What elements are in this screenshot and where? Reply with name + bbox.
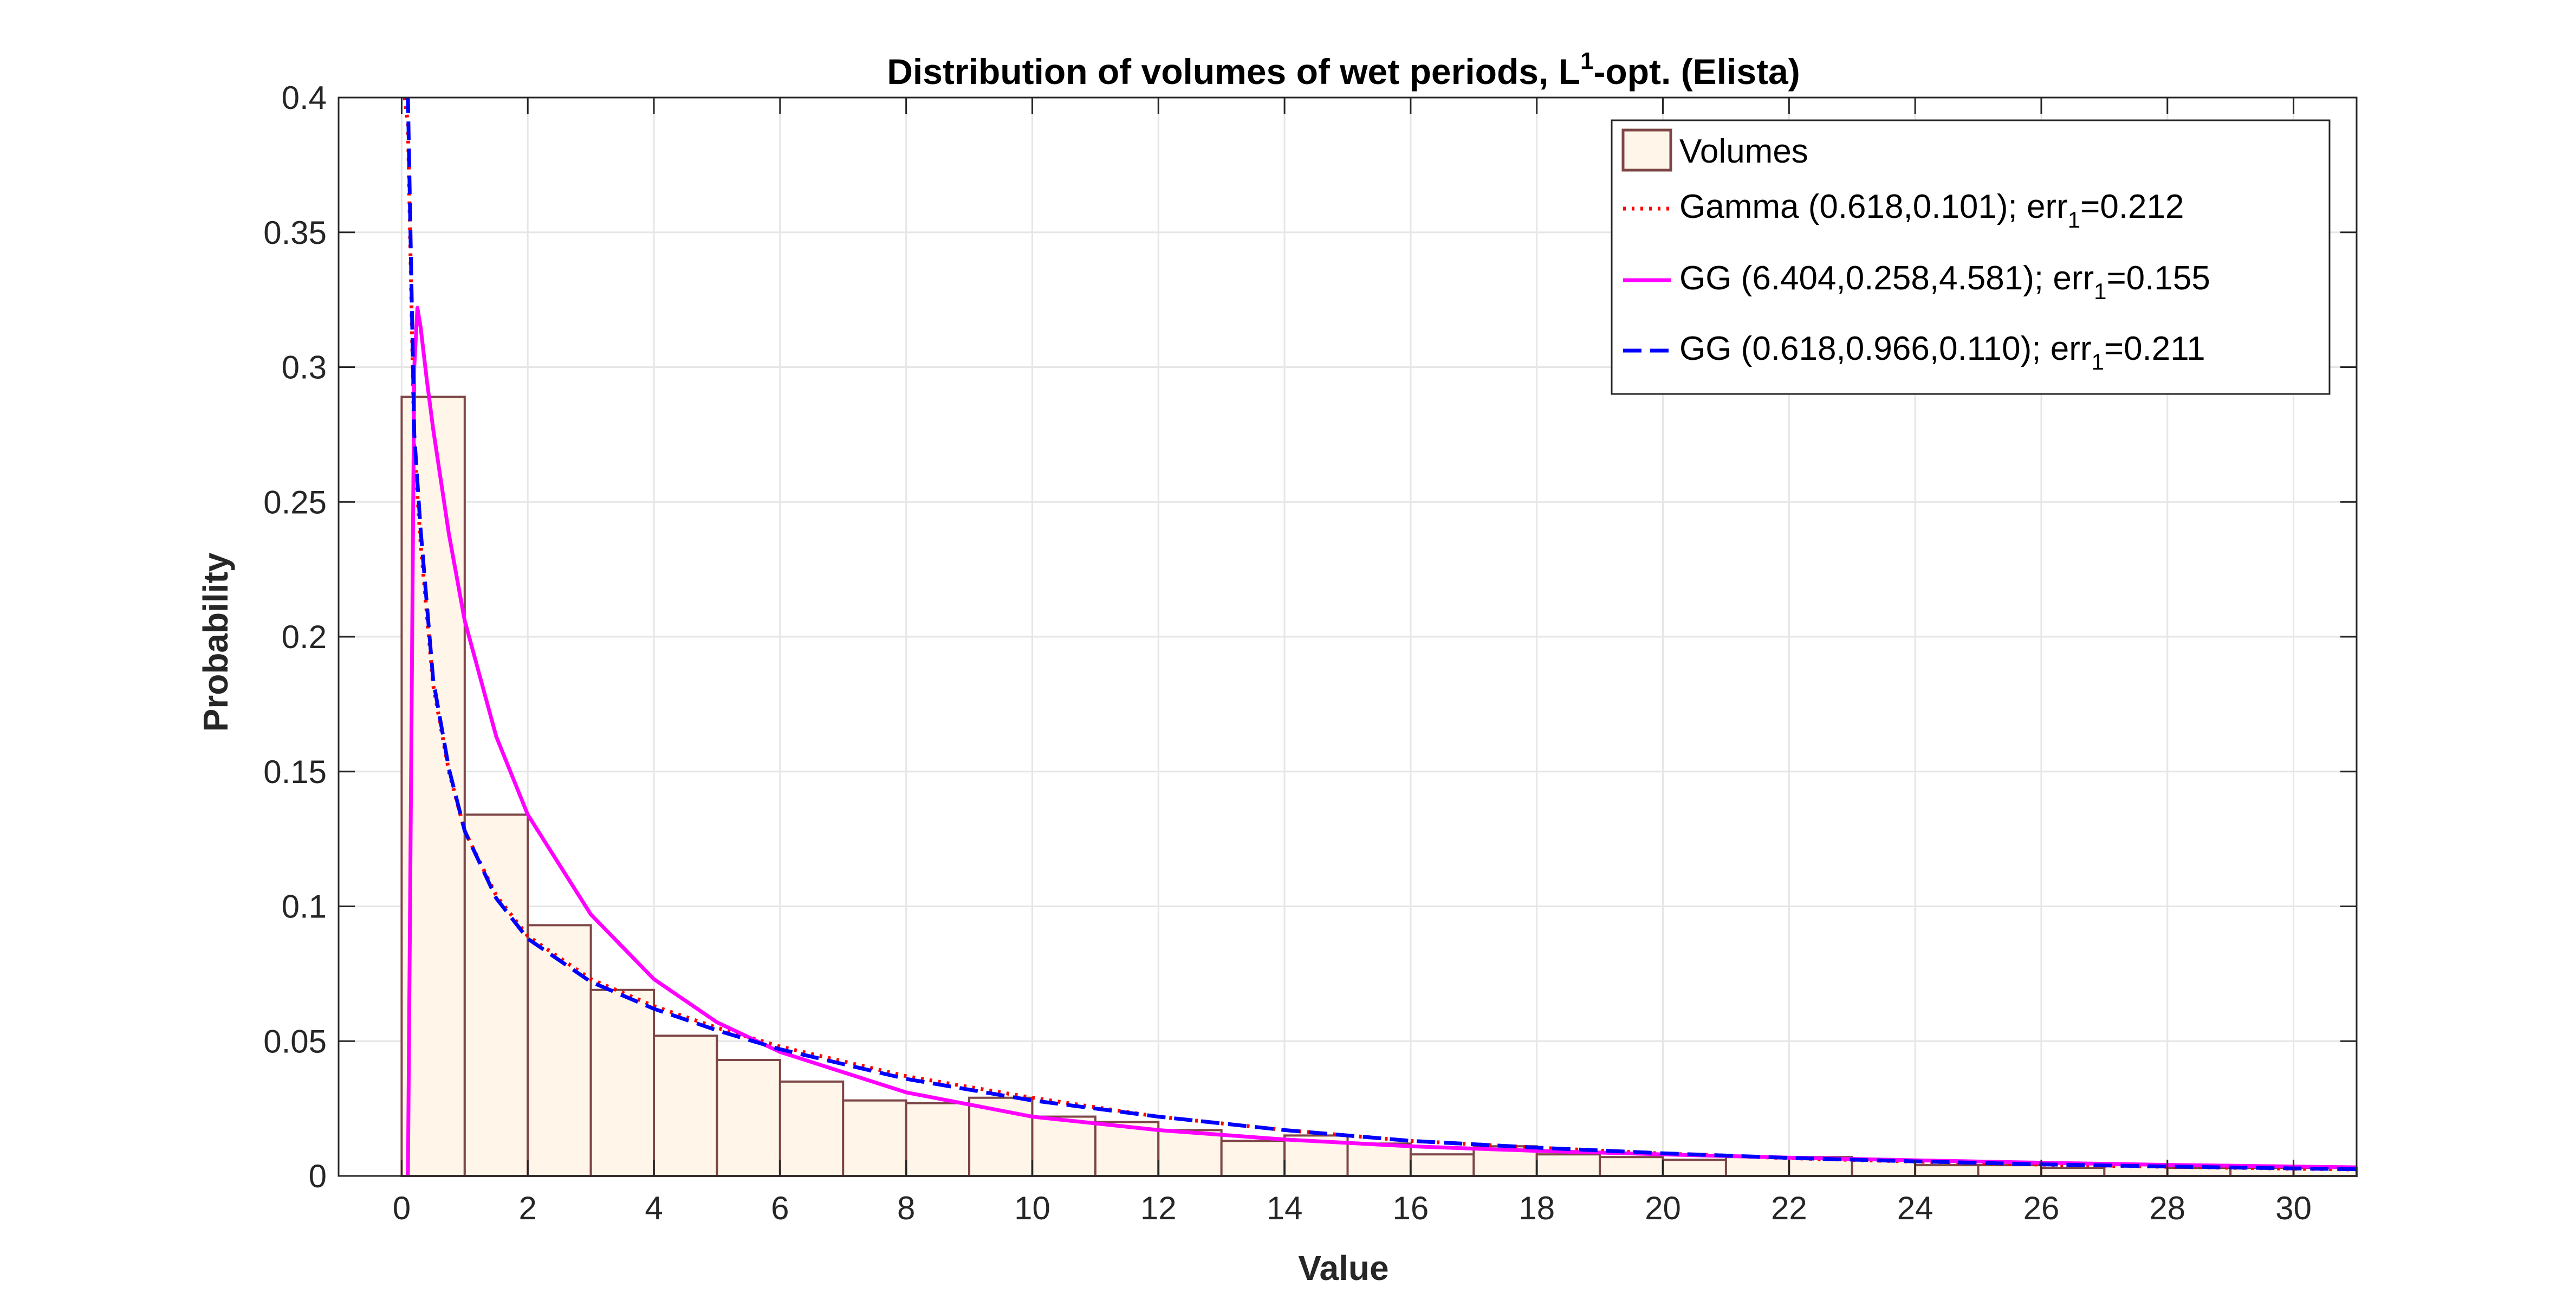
legend-label-volumes: Volumes <box>1679 133 1808 170</box>
legend-label-gg-2-sub: 1 <box>2092 349 2104 374</box>
histogram-bar-10 <box>1031 1115 1096 1178</box>
histogram-bar-26 <box>2040 1167 2106 1177</box>
histogram-bar-21 <box>1724 1156 1790 1178</box>
x-tick-label-8: 8 <box>897 1190 915 1226</box>
histogram-bar-1 <box>463 813 529 1177</box>
histogram-bar-28 <box>2166 1167 2232 1177</box>
histogram-bar-24 <box>1914 1164 1980 1178</box>
y-tick-label-6: 0.3 <box>282 350 327 386</box>
histogram-bar-3 <box>589 988 656 1177</box>
histogram-bar-5 <box>716 1059 781 1177</box>
histogram-bar-18 <box>1535 1153 1601 1177</box>
histogram-bar-7 <box>842 1099 907 1177</box>
x-tick-label-12: 12 <box>1140 1190 1177 1226</box>
y-tick-label-5: 0.25 <box>263 484 327 520</box>
histogram-bar-19 <box>1599 1156 1664 1178</box>
legend-label-gg-2: GG (0.618,0.966,0.110); err1=0.211 <box>1679 330 2205 374</box>
y-tick-label-1: 0.05 <box>263 1023 327 1059</box>
fitted-curves <box>403 98 2357 1176</box>
x-tick-label-16: 16 <box>1393 1190 1429 1226</box>
histogram-bar-15 <box>1346 1142 1412 1178</box>
x-tick-label-20: 20 <box>1645 1190 1681 1226</box>
chart-title-suffix: -opt. (Elista) <box>1593 51 1800 92</box>
x-tick-label-2: 2 <box>519 1190 537 1226</box>
y-tick-label-2: 0.1 <box>282 889 327 925</box>
x-tick-label-18: 18 <box>1519 1190 1555 1226</box>
histogram-bar-13 <box>1220 1140 1286 1177</box>
legend-label-gamma-sub: 1 <box>2068 207 2080 232</box>
x-tick-label-6: 6 <box>771 1190 789 1226</box>
legend-label-gg-1-sub: 1 <box>2094 279 2106 304</box>
x-tick-label-4: 4 <box>645 1190 663 1226</box>
x-tick-label-26: 26 <box>2023 1190 2060 1226</box>
y-axis-ticks: 0 0.05 0.1 0.15 0.2 0.25 0.3 0.35 0.4 <box>263 80 2357 1194</box>
y-tick-label-8: 0.4 <box>282 80 327 116</box>
x-tick-label-10: 10 <box>1014 1190 1050 1226</box>
y-tick-label-7: 0.35 <box>263 215 327 251</box>
chart-title: Distribution of volumes of wet periods, … <box>887 48 1800 92</box>
y-axis-label: Probability <box>196 552 235 732</box>
chart-title-main: Distribution of volumes of wet periods, … <box>887 51 1580 92</box>
legend-label-gamma-tail: =0.212 <box>2080 188 2184 225</box>
x-tick-label-22: 22 <box>1771 1190 1807 1226</box>
legend-label-gamma: Gamma (0.618,0.101); err1=0.212 <box>1679 188 2184 232</box>
y-tick-label-0: 0 <box>309 1158 327 1194</box>
series-line-2 <box>405 98 2357 1172</box>
legend: Volumes Gamma (0.618,0.101); err1=0.212 … <box>1611 119 2331 395</box>
histogram-bar-4 <box>653 1035 718 1178</box>
legend-label-gg-2-tail: =0.211 <box>2104 330 2205 367</box>
histogram-bar-11 <box>1094 1121 1160 1177</box>
histogram-bar-25 <box>1977 1164 2042 1178</box>
histogram-bar-6 <box>778 1080 845 1177</box>
legend-swatch-volumes <box>1621 128 1672 172</box>
x-tick-label-30: 30 <box>2275 1190 2312 1226</box>
legend-label-gamma-text: Gamma (0.618,0.101); err <box>1679 188 2068 225</box>
histogram-bar-20 <box>1662 1159 1727 1177</box>
x-axis-ticks: 0 2 4 6 8 10 12 14 16 18 20 22 24 26 28 30 <box>393 98 2312 1226</box>
x-tick-label-24: 24 <box>1897 1190 1933 1226</box>
y-tick-label-4: 0.2 <box>282 619 327 655</box>
legend-label-gg-2-text: GG (0.618,0.966,0.110); err <box>1679 330 2092 367</box>
histogram-bar-8 <box>905 1102 971 1178</box>
x-tick-label-0: 0 <box>393 1190 411 1226</box>
x-tick-label-14: 14 <box>1267 1190 1303 1226</box>
legend-label-gg-1-tail: =0.155 <box>2106 260 2210 297</box>
x-tick-label-28: 28 <box>2149 1190 2185 1226</box>
histogram-bar-2 <box>527 924 592 1177</box>
legend-label-gg-1: GG (6.404,0.258,4.581); err1=0.155 <box>1679 260 2210 304</box>
chart-title-superscript: 1 <box>1580 48 1593 74</box>
legend-box <box>1611 119 2331 395</box>
x-axis-label: Value <box>1298 1249 1388 1288</box>
legend-label-gg-1-text: GG (6.404,0.258,4.581); err <box>1679 260 2094 297</box>
histogram-bar-16 <box>1409 1153 1475 1177</box>
histogram-bar-12 <box>1157 1129 1223 1178</box>
y-tick-label-3: 0.15 <box>263 754 327 790</box>
